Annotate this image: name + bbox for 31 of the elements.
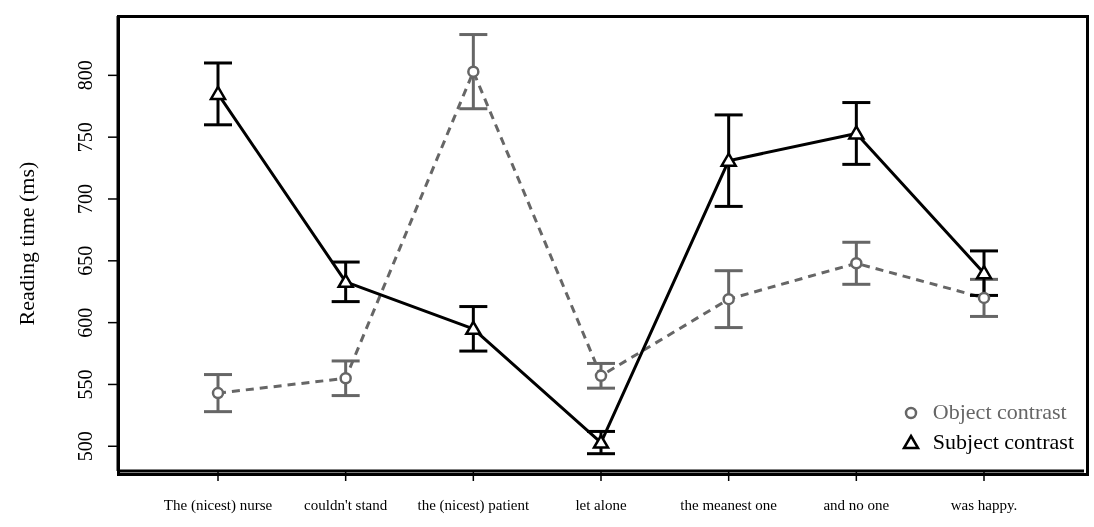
point <box>722 292 735 306</box>
y-tick-label: 700 <box>74 183 96 214</box>
x-tick-label: couldn't stand <box>304 496 388 513</box>
point <box>850 257 863 270</box>
point <box>720 152 737 167</box>
legend-label: Subject contrast <box>932 428 1074 456</box>
point <box>339 372 352 385</box>
point <box>592 434 610 449</box>
x-tick-label: let alone <box>575 496 627 513</box>
y-tick-label: 800 <box>74 60 96 91</box>
x-tick-label: The (nicest) nurse <box>163 496 273 514</box>
point <box>977 291 991 305</box>
x-tick-label: and no one <box>823 496 890 513</box>
legend-label: Object contrast <box>932 398 1067 426</box>
y-tick-label: 550 <box>74 369 96 400</box>
x-tick-label: the (nicest) patient <box>417 496 530 514</box>
point <box>848 125 865 140</box>
point <box>975 264 993 280</box>
y-tick-label: 600 <box>74 307 96 338</box>
point <box>211 386 225 400</box>
point <box>465 320 482 336</box>
point <box>594 369 608 383</box>
y-axis-title: Reading time (ms) <box>13 161 39 326</box>
point <box>209 85 227 101</box>
x-tick-label: the meanest one <box>680 496 778 513</box>
x-tick-label: was happy. <box>950 496 1018 513</box>
y-tick-label: 500 <box>74 431 96 462</box>
point <box>467 65 480 78</box>
y-tick-label: 650 <box>74 245 96 276</box>
point <box>337 273 354 289</box>
y-tick-label: 750 <box>74 122 96 153</box>
